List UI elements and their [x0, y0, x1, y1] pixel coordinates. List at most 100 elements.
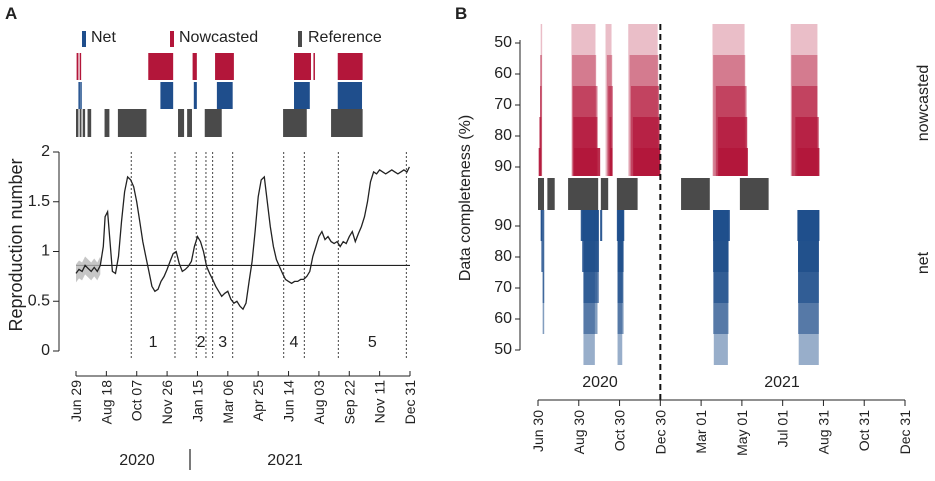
x-tick-label: Mar 06 [220, 380, 236, 424]
heat-cell-net-overlay [580, 210, 599, 241]
heat-cell-net-overlay [616, 210, 625, 241]
segment-bar-reference [283, 109, 307, 137]
heat-cell-net-overlay [713, 210, 729, 334]
uncertainty-band [76, 256, 101, 283]
heat-cell-nowcasted [610, 148, 613, 176]
panel-a-letter: A [5, 4, 17, 23]
period-label: 5 [368, 334, 377, 351]
heat-cell-reference [538, 178, 545, 210]
x-tick-label: Oct 07 [129, 380, 145, 421]
y-tick-label: 1.5 [28, 193, 50, 210]
heat-cell-net [583, 210, 598, 334]
panel-a-plot [75, 166, 410, 311]
heat-cell-net-overlay [542, 210, 545, 303]
segment-bar-net [80, 82, 82, 109]
segment-bar-reference [204, 109, 222, 137]
x-tick-label: May 01 [734, 410, 750, 456]
x-tick-label: Nov 26 [159, 380, 175, 425]
panel-b-x-axis: Jun 30 Aug 30 Oct 30 Dec 30 Mar 01 May 01 Jul … [530, 399, 913, 456]
heat-cell-nowcasted [538, 148, 541, 176]
heat-cell-net [583, 210, 599, 303]
legend-net-label: Net [91, 29, 116, 46]
panel-b-row-label-net: net [915, 251, 932, 274]
heat-cell-net [713, 210, 729, 303]
segment-bar-net [160, 82, 174, 109]
segment-bar-nowcasted [313, 53, 315, 80]
y-tick-label-upper: 70 [494, 96, 512, 113]
heat-cell-nowcasted [539, 117, 542, 176]
y-tick-label-upper: 80 [494, 127, 512, 144]
x-tick-label: Aug 30 [571, 410, 587, 455]
heat-cell-net-overlay [713, 210, 729, 303]
x-tick-label: Jan 15 [189, 380, 205, 422]
panel-a-year-2021: 2021 [267, 452, 303, 469]
period-label: 3 [218, 334, 227, 351]
panel-a-year-2020: 2020 [119, 452, 155, 469]
x-tick-label: Dec 30 [652, 410, 668, 455]
segment-bar-reference [187, 109, 192, 137]
y-tick-label: 0 [41, 342, 50, 359]
segment-bar-nowcasted [148, 53, 174, 80]
segment-bar-net [216, 82, 233, 109]
segment-bar-nowcasted [192, 53, 197, 80]
heat-cell-reference [600, 178, 609, 210]
heat-cell-net-overlay [617, 210, 624, 272]
heat-cell-net [617, 210, 623, 303]
segment-bar-reference [331, 109, 363, 137]
panel-a-x-axis: Jun 29 Aug 18 Oct 07 Nov 26 Jan 15 Mar 06 Apr … [68, 371, 418, 424]
x-tick-label: Jun 30 [530, 410, 546, 452]
y-tick-label-lower: 70 [494, 279, 512, 296]
heat-cell-nowcasted [797, 148, 820, 176]
panel-a-segment-bars [76, 53, 363, 137]
segment-bar-nowcasted [79, 53, 82, 80]
panel-b-year-2020: 2020 [582, 374, 618, 391]
panel-b-letter: B [455, 4, 467, 23]
legend: Net Nowcasted Reference [82, 29, 382, 47]
x-tick-label: Jun 29 [68, 380, 84, 422]
segment-bar-net [78, 82, 80, 109]
segment-bar-net [294, 82, 310, 109]
heat-cell-net [541, 210, 543, 272]
period-label: 1 [149, 334, 158, 351]
heat-cell-net [617, 210, 623, 365]
heat-cell-net [713, 210, 728, 365]
panel-a-axes: 0 0.5 1 1.5 2 [28, 143, 60, 359]
segment-bar-reference [117, 109, 147, 137]
legend-reference-label: Reference [308, 29, 382, 46]
panel-b-ylabel: Data completeness (%) [457, 115, 474, 281]
heat-cell-nowcasted [633, 148, 661, 176]
x-tick-label: Sep 22 [341, 380, 357, 425]
period-label: 4 [290, 334, 299, 351]
segment-bar-net [193, 82, 197, 109]
heat-cell-reference [616, 178, 638, 210]
segment-bar-nowcasted [337, 53, 363, 80]
heat-cell-net-overlay [583, 210, 598, 334]
heat-cell-net [713, 210, 729, 334]
y-tick-label: 2 [41, 143, 50, 160]
heat-cell-net [798, 210, 819, 303]
heat-cell-net-overlay [798, 210, 819, 365]
x-tick-label: Jul 01 [775, 410, 791, 448]
heat-cell-net-overlay [713, 210, 730, 241]
heat-cell-net-overlay [540, 210, 543, 241]
heat-cell-reference [739, 178, 769, 210]
x-tick-label: Aug 31 [815, 410, 831, 455]
heat-cell-net [600, 210, 603, 241]
heat-cell-net [617, 210, 624, 334]
heat-cell-nowcasted [609, 117, 612, 176]
segment-bar-reference [178, 109, 185, 137]
segment-bar-nowcasted [215, 53, 234, 80]
heat-cell-nowcasted [574, 148, 601, 176]
heat-cell-net-overlay [600, 210, 603, 241]
x-tick-label: Aug 18 [98, 380, 114, 425]
segment-bar-reference [76, 109, 79, 137]
heat-cell-net-overlay [713, 210, 728, 365]
y-tick-label-lower: 60 [494, 310, 512, 327]
y-tick-label-lower: 50 [494, 341, 512, 358]
y-tick-label-upper: 90 [494, 158, 512, 175]
heat-cell-net-overlay [713, 210, 729, 272]
legend-nowcasted-label: Nowcasted [179, 29, 258, 46]
heat-cell-net-overlay [798, 210, 819, 303]
